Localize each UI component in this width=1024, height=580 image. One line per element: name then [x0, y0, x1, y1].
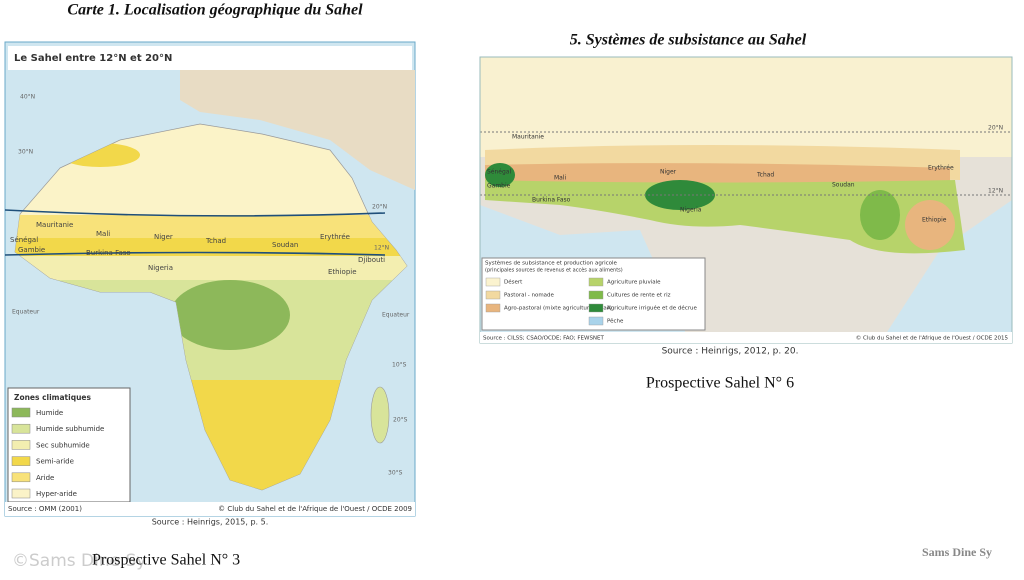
latitude-label: Equateur — [12, 309, 40, 316]
country-label: Erythrée — [928, 165, 954, 172]
latitude-label: 30°S — [388, 470, 403, 477]
country-label: Ethiopie — [922, 217, 947, 224]
country-label: Burkina Faso — [86, 249, 131, 257]
country-label: Mali — [554, 175, 567, 182]
legend-title: Systèmes de subsistance et production ag… — [485, 260, 618, 267]
country-label: Tchad — [756, 172, 774, 179]
legend-label: Humide — [36, 409, 63, 417]
country-label: Niger — [154, 233, 173, 241]
copyright: © Club du Sahel et de l'Afrique de l'Oue… — [218, 505, 412, 513]
source: Source : CILSS; CSAO/OCDE; FAO; FEWSNET — [483, 336, 605, 342]
right-map — [480, 57, 1012, 343]
legend-label: Humide subhumide — [36, 425, 104, 433]
legend-label: Pastoral - nomade — [504, 293, 555, 299]
country-label: Mauritanie — [36, 221, 73, 229]
country-label: Mauritanie — [512, 134, 544, 141]
legend-title: Zones climatiques — [14, 393, 92, 402]
europe-land — [180, 70, 415, 190]
latitude-label: 20°N — [988, 125, 1003, 132]
legend-subtitle: (principales sources de revenus et accès… — [485, 267, 623, 274]
legend-swatch — [588, 303, 604, 313]
legend-swatch — [11, 472, 31, 483]
country-label: Soudan — [272, 241, 298, 249]
lat-12 — [4, 251, 386, 256]
caption: Carte 1. Localisation géographique du Sa… — [67, 2, 363, 19]
country-label: Gambie — [487, 183, 511, 190]
country-label: Burkina Faso — [532, 197, 571, 204]
legend-label: Agriculture irriguée et de décrue — [607, 305, 698, 312]
country-label: Niger — [660, 169, 677, 176]
legend-label: Aride — [36, 474, 54, 482]
latitude-label: 10°S — [392, 362, 407, 369]
legend-label: Pêche — [607, 318, 624, 325]
author: Sams Dine Sy — [922, 545, 992, 559]
legend-swatch — [588, 316, 604, 326]
country-label: Gambie — [18, 246, 45, 254]
latitude-label: 20°N — [372, 204, 387, 211]
caption: 5. Systèmes de subsistance au Sahel — [570, 32, 807, 49]
legend-swatch — [485, 277, 501, 287]
country-label: Sénégal — [10, 236, 38, 244]
legend-label: Hyper-aride — [36, 490, 77, 498]
reference: Source : Heinrigs, 2012, p. 20. — [662, 347, 799, 357]
source-bar — [480, 332, 1012, 343]
legend-swatch — [11, 456, 31, 466]
country-label: Ethiopie — [328, 268, 357, 276]
country-label: Nigeria — [148, 264, 173, 272]
source-bar — [5, 502, 415, 516]
copyright: © Club du Sahel et de l'Afrique de l'Oue… — [856, 335, 1009, 342]
title-box — [8, 46, 412, 70]
country-label: Mali — [96, 230, 110, 238]
latitude-label: Equateur — [382, 312, 410, 319]
country-label: Sénégal — [487, 169, 511, 176]
legend-swatch — [485, 303, 501, 313]
watermark: ©Sams Dine Sy — [12, 551, 146, 571]
legend-label: Agriculture pluviale — [607, 280, 661, 286]
map-title: Le Sahel entre 12°N et 20°N — [14, 53, 172, 64]
latitude-label: 40°N — [20, 94, 35, 101]
legend-label: Désert — [504, 279, 523, 286]
legend-swatch — [11, 440, 31, 450]
latitude-label: 12°N — [988, 188, 1003, 195]
reference: Source : Heinrigs, 2015, p. 5. — [152, 518, 269, 527]
country-label: Djibouti — [358, 256, 385, 264]
legend-label: Semi-aride — [36, 458, 74, 466]
legend-swatch — [485, 290, 501, 300]
latitude-label: 20°S — [393, 417, 408, 424]
legend-swatch — [11, 488, 31, 499]
country-label: Tchad — [205, 237, 226, 245]
country-label: Soudan — [832, 182, 855, 189]
legend-swatch — [588, 290, 604, 300]
country-label: Erythrée — [320, 233, 350, 241]
lat-20 — [4, 209, 386, 217]
latitude-label: 12°N — [374, 245, 389, 252]
legend-label: Sec subhumide — [36, 441, 90, 449]
series-label: Prospective Sahel N° 6 — [646, 375, 794, 392]
latitude-label: 30°N — [18, 149, 33, 156]
source: Source : OMM (2001) — [8, 505, 82, 513]
legend-swatch — [11, 423, 31, 434]
legend-swatch — [588, 277, 604, 287]
legend-swatch — [11, 407, 31, 418]
madagascar — [370, 386, 390, 444]
legend-label: Cultures de rente et riz — [607, 293, 671, 299]
legend-label: Agro-pastoral (mixte agriculture/bétail) — [504, 305, 612, 312]
country-label: Nigeria — [680, 207, 702, 214]
series-label: Prospective Sahel N° 3 — [92, 552, 240, 569]
